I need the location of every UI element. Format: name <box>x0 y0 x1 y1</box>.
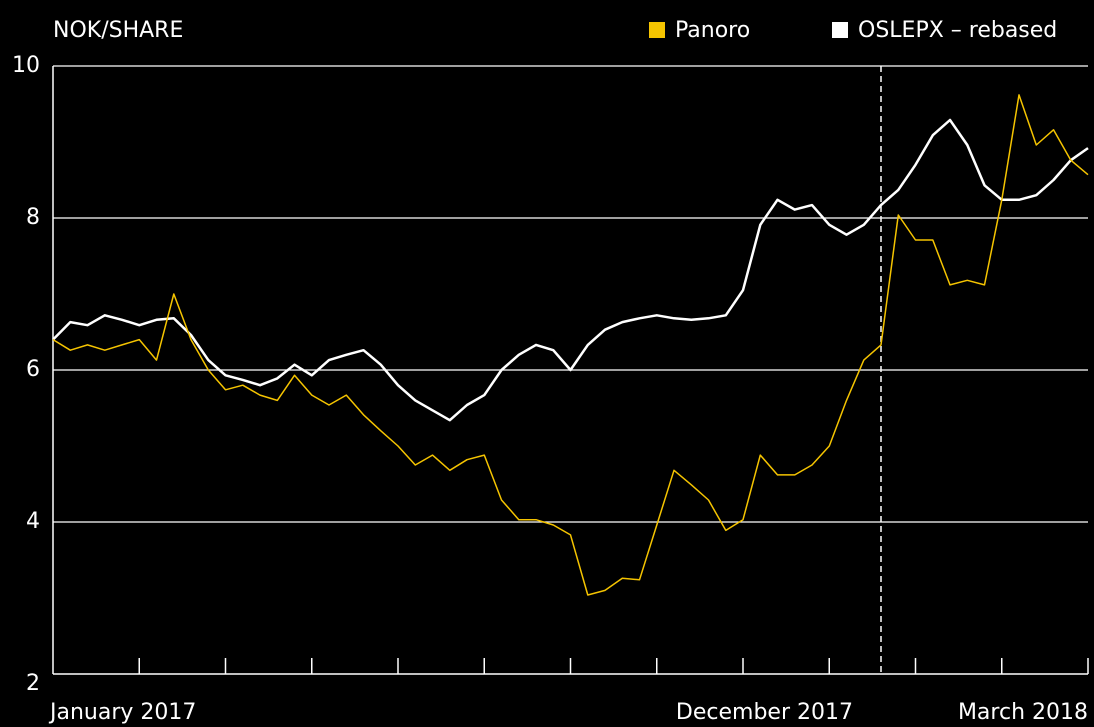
line-series <box>52 118 1089 422</box>
y-tick-label: 10 <box>12 53 40 78</box>
y-tick-label: 8 <box>26 205 40 230</box>
legend-swatch <box>832 22 848 38</box>
line-series <box>52 94 1089 596</box>
y-axis-label: NOK/SHARE <box>53 18 183 43</box>
legend-swatch <box>649 22 665 38</box>
x-tick-label: December 2017 <box>676 700 853 725</box>
legend-label: Panoro <box>675 18 750 43</box>
x-tick-label: March 2018 <box>958 700 1088 725</box>
y-tick-label: 4 <box>26 509 40 534</box>
y-tick-label: 2 <box>26 671 40 696</box>
y-tick-label: 6 <box>26 357 40 382</box>
legend-label: OSLEPX – rebased <box>858 18 1057 43</box>
x-tick-label: January 2017 <box>48 700 196 725</box>
